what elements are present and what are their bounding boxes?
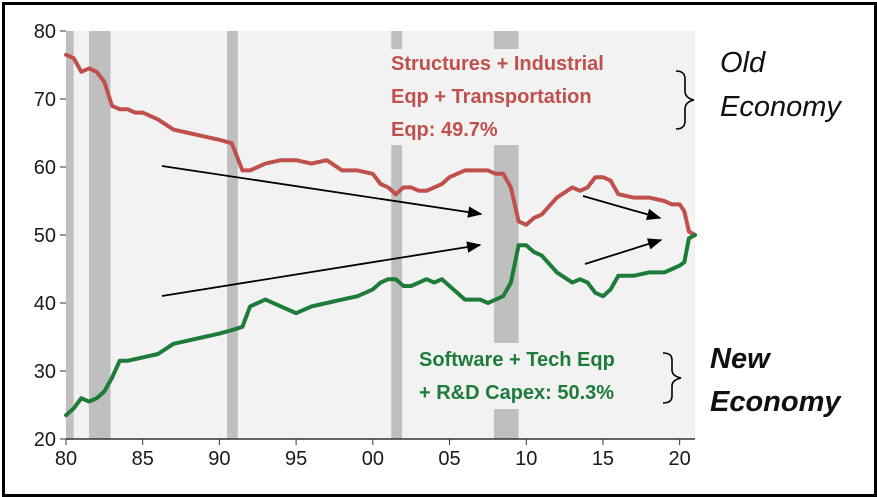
y-tick-label: 60 bbox=[34, 157, 56, 179]
arrow-old-trend-1 bbox=[161, 165, 483, 218]
new-economy-series-line bbox=[64, 233, 697, 418]
new-label-line-1: Software + Tech Eqp bbox=[419, 349, 615, 371]
new-economy-line-1: New bbox=[710, 343, 772, 375]
x-tick-label: 00 bbox=[362, 448, 384, 470]
recession-band-2 bbox=[89, 31, 111, 439]
y-tick-label: 50 bbox=[34, 225, 56, 247]
old-economy-series-line bbox=[64, 52, 697, 237]
x-tick-label: 15 bbox=[592, 448, 614, 470]
old-economy-line-2: Economy bbox=[720, 91, 842, 123]
x-tick-label: 20 bbox=[669, 448, 691, 470]
old-series-label: Structures + Industrial Eqp + Transporta… bbox=[389, 49, 651, 145]
old-label-line-3: Eqp: 49.7% bbox=[391, 119, 498, 141]
new-label-line-2: + R&D Capex: 50.3% bbox=[419, 382, 614, 404]
chart-svg: 20 30 40 50 60 70 80 80 85 90 95 00 05 10 15 20 Structu… bbox=[34, 21, 843, 470]
x-tick-label: 90 bbox=[208, 448, 230, 470]
x-tick-label: 95 bbox=[285, 448, 307, 470]
y-tick-label: 30 bbox=[34, 361, 56, 383]
arrow-new-trend-1 bbox=[161, 241, 482, 297]
recession-band-4 bbox=[391, 31, 402, 439]
y-tick-label: 70 bbox=[34, 89, 56, 111]
x-tick-label: 05 bbox=[438, 448, 460, 470]
y-tick-label: 80 bbox=[34, 21, 56, 43]
new-economy-line-2: Economy bbox=[710, 386, 842, 418]
y-tick-label: 20 bbox=[34, 429, 56, 451]
arrow-old-trend-2 bbox=[582, 195, 662, 220]
series-lines bbox=[64, 52, 697, 418]
x-tick-label: 85 bbox=[132, 448, 154, 470]
x-tick-label: 80 bbox=[55, 448, 77, 470]
old-economy-line-1: Old bbox=[720, 47, 766, 79]
recession-band-3 bbox=[227, 31, 238, 439]
x-tick-label: 10 bbox=[515, 448, 537, 470]
new-brace bbox=[662, 352, 682, 404]
old-label-line-1: Structures + Industrial bbox=[391, 53, 604, 75]
recession-band-1 bbox=[66, 31, 74, 439]
y-tick-label: 40 bbox=[34, 293, 56, 315]
trend-arrows bbox=[161, 165, 663, 297]
old-brace bbox=[675, 70, 695, 130]
axes: 20 30 40 50 60 70 80 80 85 90 95 00 05 10 15 20 bbox=[34, 21, 695, 470]
old-label-line-2: Eqp + Transportation bbox=[391, 86, 592, 108]
arrow-new-trend-2 bbox=[584, 238, 663, 265]
new-series-label: Software + Tech Eqp + R&D Capex: 50.3% bbox=[413, 343, 665, 409]
